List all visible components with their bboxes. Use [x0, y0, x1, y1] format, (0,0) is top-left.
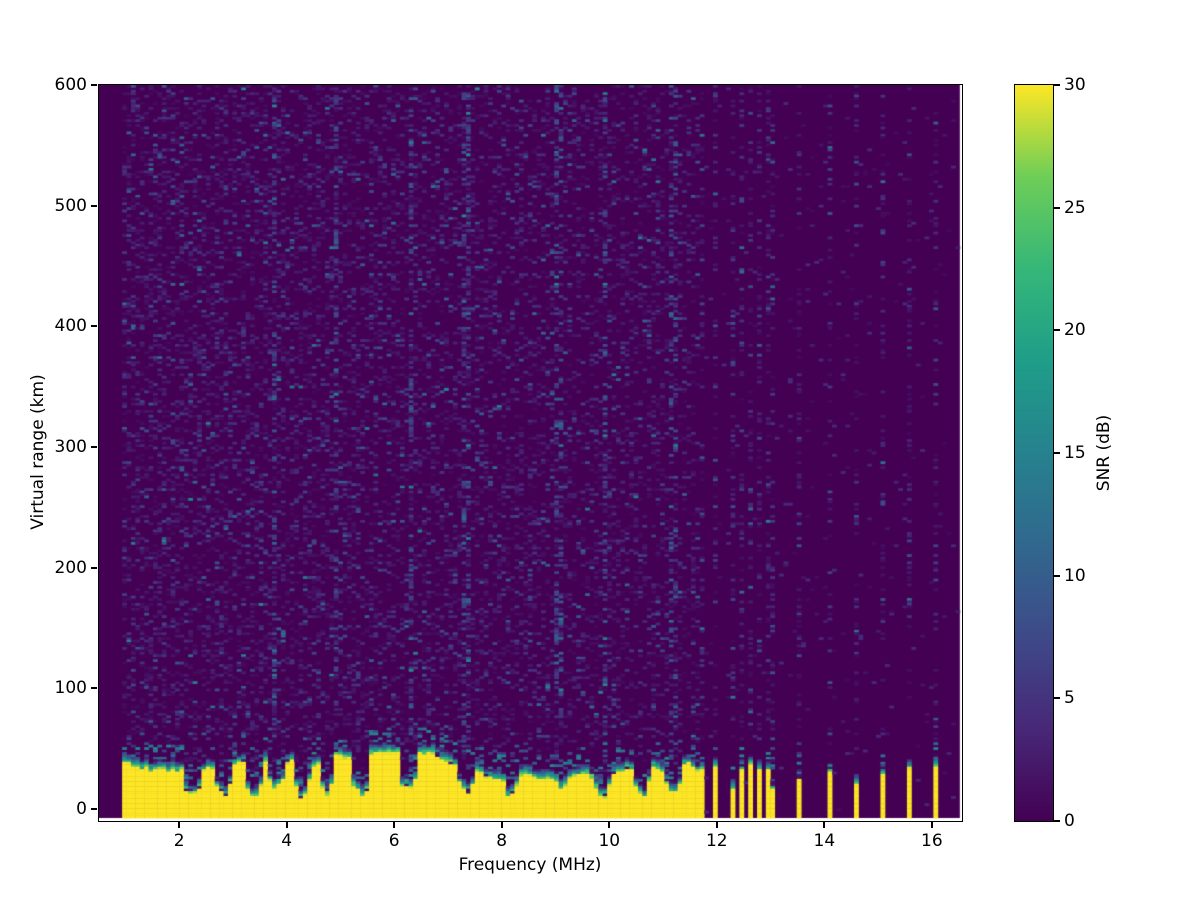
- tick-mark: [1054, 206, 1060, 209]
- y-tick-label: 400: [54, 316, 87, 337]
- x-tick-label: 6: [388, 831, 400, 851]
- tick-mark: [91, 204, 97, 207]
- tick-mark: [285, 822, 288, 828]
- x-tick-label: 12: [705, 831, 728, 851]
- tick-mark: [823, 822, 826, 828]
- tick-mark: [1054, 84, 1060, 86]
- tick-mark: [91, 445, 97, 448]
- tick-mark: [500, 822, 503, 828]
- ionogram-heatmap-canvas: [99, 85, 962, 821]
- y-tick-label: 600: [54, 75, 87, 95]
- x-tick-label: 4: [281, 831, 293, 851]
- colorbar-tick-label: 25: [1064, 197, 1086, 218]
- colorbar: [1014, 84, 1054, 822]
- tick-mark: [1054, 452, 1060, 454]
- colorbar-tick-label: 10: [1064, 565, 1086, 586]
- colorbar-tick-label: 30: [1064, 75, 1086, 95]
- colorbar-label: SNR (dB): [1094, 414, 1114, 492]
- x-tick-label: 16: [921, 831, 943, 851]
- tick-mark: [1054, 697, 1060, 700]
- tick-mark: [91, 566, 97, 569]
- tick-mark: [1054, 329, 1060, 332]
- colorbar-tick-label: 20: [1064, 320, 1086, 341]
- colorbar-tick-label: 0: [1064, 811, 1075, 831]
- tick-mark: [1054, 820, 1060, 822]
- y-tick-label: 200: [54, 557, 87, 578]
- y-tick-label: 500: [54, 195, 87, 216]
- tick-mark: [608, 822, 611, 828]
- tick-mark: [930, 822, 933, 828]
- tick-mark: [91, 807, 97, 810]
- plot-area: [98, 84, 963, 822]
- y-tick-label: 100: [54, 678, 87, 699]
- colorbar-tick-label: 5: [1064, 688, 1075, 709]
- x-axis-label: Frequency (MHz): [458, 855, 602, 875]
- x-tick-label: 10: [598, 831, 621, 851]
- y-axis-label: Virtual range (km): [28, 374, 48, 530]
- tick-mark: [91, 325, 97, 328]
- tick-mark: [715, 822, 718, 828]
- y-tick-label: 0: [76, 798, 87, 819]
- tick-mark: [91, 84, 97, 86]
- tick-mark: [1054, 574, 1060, 577]
- colorbar-gradient-canvas: [1015, 85, 1053, 821]
- y-tick-label: 300: [54, 436, 87, 457]
- x-tick-label: 14: [813, 831, 836, 851]
- tick-mark: [91, 687, 97, 690]
- tick-mark: [393, 822, 396, 828]
- x-tick-label: 2: [173, 831, 185, 851]
- tick-mark: [178, 822, 181, 828]
- x-tick-label: 8: [496, 831, 508, 851]
- colorbar-tick-label: 15: [1064, 443, 1086, 463]
